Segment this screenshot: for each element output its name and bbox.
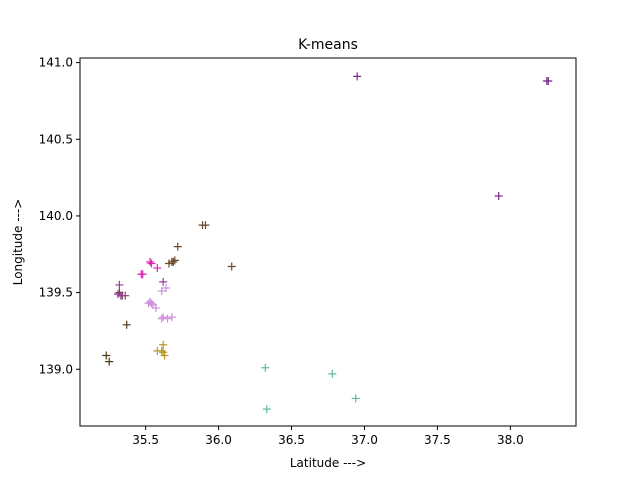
- x-tick-label: 37.0: [351, 433, 378, 447]
- data-point-cluster-1: [494, 192, 503, 200]
- data-point-cluster-3: [146, 257, 155, 266]
- x-axis-ticks: 35.5 36.0 36.5 37.0 37.5 38.0: [132, 426, 524, 447]
- data-point-cluster-2: [173, 242, 182, 251]
- y-tick-label: 140.0: [39, 209, 73, 223]
- data-point-cluster-3: [138, 270, 147, 279]
- y-tick-label: 139.5: [39, 286, 73, 300]
- data-point-cluster-5: [167, 313, 176, 322]
- x-tick-label: 36.0: [205, 433, 232, 447]
- x-tick-label: 38.0: [497, 433, 524, 447]
- y-tick-label: 140.5: [39, 132, 73, 146]
- data-point-cluster-6: [102, 351, 111, 360]
- data-point-cluster-5: [159, 313, 168, 322]
- data-point-cluster-5: [144, 299, 153, 308]
- y-axis-label: Longitude --->: [11, 199, 25, 286]
- data-point-cluster-7: [157, 346, 166, 355]
- data-point-cluster-8: [328, 369, 337, 378]
- y-tick-label: 141.0: [39, 56, 73, 70]
- data-point-cluster-8: [351, 394, 360, 403]
- data-points: [102, 72, 553, 414]
- data-point-cluster-8: [262, 405, 271, 414]
- data-point-cluster-2: [169, 257, 178, 266]
- data-point-cluster-5: [157, 287, 166, 296]
- x-axis-label: Latitude --->: [290, 456, 366, 470]
- data-point-cluster-3: [147, 259, 156, 268]
- x-tick-label: 36.5: [278, 433, 305, 447]
- data-point-cluster-3: [153, 264, 162, 273]
- plot-area-frame: [79, 57, 577, 427]
- data-point-cluster-4: [159, 277, 168, 286]
- data-point-cluster-2: [164, 259, 173, 268]
- x-tick-label: 35.5: [132, 433, 159, 447]
- data-point-cluster-2: [170, 256, 179, 265]
- data-point-cluster-2: [201, 221, 210, 230]
- data-point-cluster-2: [227, 262, 236, 271]
- y-tick-label: 139.0: [39, 362, 73, 376]
- data-point-cluster-7: [159, 340, 168, 349]
- data-point-cluster-4: [115, 280, 124, 289]
- data-point-cluster-6: [122, 320, 131, 329]
- chart-title: K-means: [298, 37, 358, 53]
- data-point-cluster-5: [162, 284, 171, 292]
- data-point-cluster-1: [542, 77, 551, 85]
- data-point-cluster-6: [105, 357, 114, 366]
- data-point-cluster-5: [157, 314, 166, 323]
- x-tick-label: 37.5: [424, 433, 451, 447]
- data-point-cluster-8: [261, 363, 270, 372]
- data-point-cluster-7: [160, 351, 169, 360]
- y-axis-ticks: 139.0 139.5 140.0 140.5 141.0: [39, 56, 80, 376]
- data-point-cluster-1: [353, 72, 362, 81]
- data-point-cluster-5: [151, 303, 160, 312]
- data-point-cluster-4: [121, 291, 130, 300]
